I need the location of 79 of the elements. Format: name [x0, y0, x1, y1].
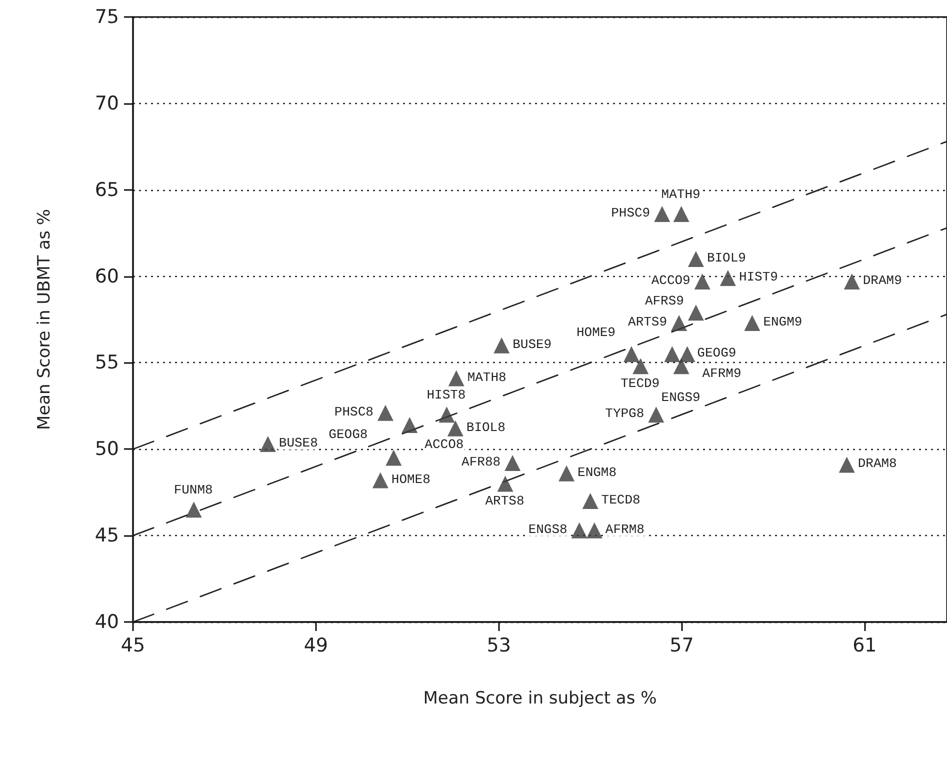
point [632, 358, 649, 374]
point [582, 493, 598, 509]
annotation: ENGS9 [661, 390, 700, 406]
annotation: BIOL8 [466, 420, 506, 435]
annotation: MATH9 [661, 187, 700, 202]
point [447, 420, 464, 436]
point [688, 304, 704, 321]
point [648, 406, 664, 423]
point [694, 273, 710, 290]
x-tick-label: 45 [120, 634, 146, 656]
annotation: TECD9 [620, 376, 660, 392]
x-tick-label: 57 [670, 634, 694, 656]
annotation: PHSC8 [334, 404, 374, 420]
annotation: TECD8 [601, 492, 640, 508]
point [671, 314, 688, 331]
annotation: ENGS8 [528, 522, 568, 537]
annotation: AFRS9 [644, 294, 684, 309]
point [372, 472, 388, 488]
point [504, 454, 521, 471]
point [673, 206, 690, 222]
point [623, 346, 640, 362]
point [688, 251, 704, 267]
annotation: BIOL9 [706, 250, 746, 266]
annotation: GEOG9 [697, 346, 736, 361]
point [558, 465, 575, 482]
annotation: TYPG8 [605, 406, 644, 422]
point [494, 337, 510, 354]
x-tick-label: 49 [304, 634, 328, 656]
y-axis-title: Mean Score in UBMT as % [34, 208, 54, 430]
point [377, 404, 394, 421]
point [744, 314, 760, 331]
point [448, 370, 464, 386]
annotation: BUSE9 [512, 336, 552, 352]
annotation: BUSE8 [278, 435, 318, 450]
annotation: ENGM9 [763, 314, 802, 330]
point [844, 273, 860, 290]
annotation: ARTS8 [485, 494, 524, 509]
point [438, 406, 455, 423]
point [664, 346, 680, 362]
point [586, 522, 602, 538]
annotation: HOME8 [391, 472, 430, 487]
annotation: DRAM8 [858, 456, 897, 472]
point [260, 436, 276, 452]
point [386, 450, 402, 466]
point [571, 522, 588, 538]
y-tick-label: 70 [94, 92, 119, 114]
annotation: DRAM9 [862, 272, 902, 288]
annotation: FUNM8 [174, 482, 213, 498]
point [720, 270, 736, 286]
annotation: MATH8 [467, 370, 506, 385]
point [654, 206, 670, 222]
annotation: GEOG8 [328, 426, 368, 442]
point [497, 476, 514, 492]
annotation: ACCO9 [651, 272, 690, 288]
annotation: HIST9 [738, 270, 778, 285]
y-tick-label: 60 [94, 265, 119, 288]
x-tick-label: 61 [852, 634, 877, 656]
y-tick-label: 40 [94, 611, 119, 633]
annotation: ENGM8 [578, 464, 617, 480]
y-tick-label: 65 [94, 178, 119, 201]
y-tick-label: 45 [94, 524, 119, 547]
annotation: HIST8 [426, 388, 466, 403]
point [838, 456, 855, 473]
point [402, 416, 418, 433]
point [679, 346, 696, 362]
y-tick-label: 50 [94, 438, 119, 460]
annotation: AFRM8 [605, 522, 644, 537]
point [186, 502, 202, 518]
annotation: HOME9 [576, 325, 616, 340]
annotation: PHSC9 [611, 206, 650, 221]
point [673, 358, 690, 374]
annotation: AFRM9 [702, 366, 742, 382]
x-axis-title: Mean Score in subject as % [423, 688, 657, 708]
annotation: ACCO8 [424, 436, 464, 452]
y-tick-label: 55 [94, 352, 119, 374]
annotation: ARTS9 [628, 314, 668, 330]
y-tick-label: 75 [94, 6, 119, 28]
annotation: AFR88 [462, 454, 501, 470]
x-tick-label: 53 [486, 634, 511, 656]
